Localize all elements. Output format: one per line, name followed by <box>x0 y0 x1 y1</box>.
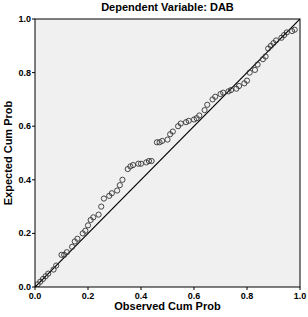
x-tick-label: 0.8 <box>241 291 254 301</box>
y-tick-label: 0.0 <box>18 282 31 292</box>
point <box>46 271 51 276</box>
point <box>255 62 260 67</box>
y-tick-label: 0.2 <box>18 228 31 238</box>
point <box>91 215 96 220</box>
plot-frame <box>35 19 300 287</box>
point <box>165 137 170 142</box>
y-tick-label: 0.4 <box>18 175 31 185</box>
point <box>263 54 268 59</box>
point <box>170 129 175 134</box>
point <box>202 108 207 113</box>
y-tick-label: 0.8 <box>18 68 31 78</box>
point <box>99 204 104 209</box>
point <box>149 158 154 163</box>
x-tick-label: 0.2 <box>82 291 95 301</box>
point <box>244 78 249 83</box>
point <box>284 30 289 35</box>
point <box>75 236 80 241</box>
point <box>252 67 257 72</box>
point <box>96 212 101 217</box>
point <box>130 162 135 167</box>
point <box>83 228 88 233</box>
x-axis-label: Observed Cum Prob <box>114 300 221 312</box>
y-axis-label: Expected Cum Prob <box>2 100 14 205</box>
y-tick-label: 1.0 <box>18 14 31 24</box>
plot-area <box>35 19 300 287</box>
title: Dependent Variable: DAB <box>101 1 234 13</box>
point <box>274 38 279 43</box>
y-tick-label: 0.6 <box>18 121 31 131</box>
point <box>115 188 120 193</box>
point <box>221 90 226 95</box>
reference-line <box>35 19 300 287</box>
point <box>186 118 191 123</box>
point <box>213 94 218 99</box>
point <box>120 177 125 182</box>
point <box>229 87 234 92</box>
point <box>138 161 143 166</box>
point <box>101 196 106 201</box>
point <box>178 121 183 126</box>
point <box>64 250 69 255</box>
x-tick-label: 1.0 <box>294 291 307 301</box>
plot-background <box>35 19 300 287</box>
point <box>70 244 75 249</box>
point <box>85 223 90 228</box>
point <box>160 138 165 143</box>
point <box>54 263 59 268</box>
point <box>247 70 252 75</box>
x-tick-label: 0.0 <box>29 291 42 301</box>
point <box>117 183 122 188</box>
point <box>292 27 297 32</box>
point <box>197 113 202 118</box>
point <box>236 83 241 88</box>
point <box>109 191 114 196</box>
point <box>205 102 210 107</box>
chart: Dependent Variable: DAB 0.0 0.2 0.4 0.6 0.8 1.… <box>0 0 308 317</box>
